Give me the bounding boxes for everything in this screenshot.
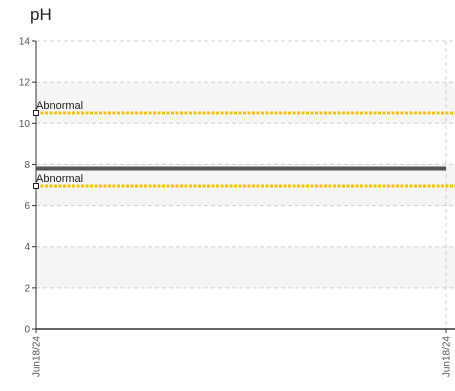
y-tick-label: 12 [19, 78, 31, 89]
y-tick-label: 4 [24, 242, 30, 253]
chart-title: pH [30, 5, 52, 24]
x-tick-label: Jun18/24 [32, 336, 43, 378]
shaded-band [36, 246, 455, 288]
x-tick-label: Jun18/24 [442, 336, 453, 378]
y-tick-label: 0 [24, 325, 30, 336]
abnormal-threshold-marker [33, 110, 39, 116]
y-tick-label: 14 [19, 37, 31, 48]
y-tick-label: 8 [24, 160, 30, 171]
shaded-band [36, 82, 455, 124]
y-tick-label: 6 [24, 201, 30, 212]
y-tick-label: 10 [19, 119, 31, 130]
y-tick-label: 2 [24, 283, 30, 294]
abnormal-threshold-marker [33, 183, 39, 190]
abnormal-threshold-label: Abnormal [36, 100, 83, 112]
abnormal-threshold-label: Abnormal [36, 173, 83, 185]
reference-lines-layer: Abnormal Abnormal [33, 100, 455, 190]
